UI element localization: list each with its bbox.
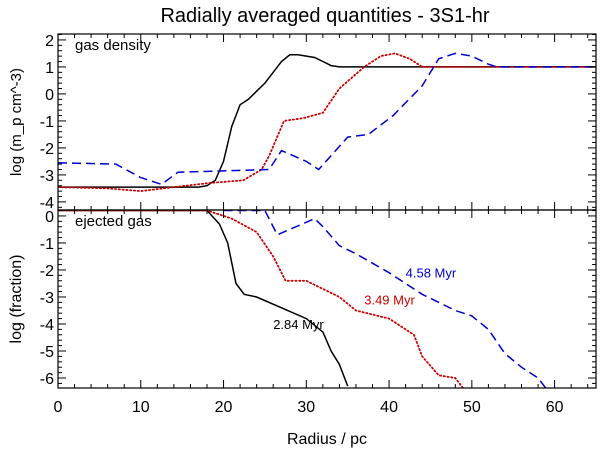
- y-tick-label: -4: [40, 195, 54, 212]
- y-tick-label: -3: [40, 168, 54, 185]
- y-tick-label: -2: [40, 263, 54, 280]
- x-tick-label: 10: [132, 399, 150, 416]
- y-tick-label: 1: [45, 60, 54, 77]
- y-tick-label: -1: [40, 236, 54, 253]
- series-line-4.58-myr-panel1: [58, 52, 596, 186]
- panel-frame: [57, 209, 597, 389]
- y-tick-label: -5: [40, 344, 54, 361]
- annotation-2.84-myr: 2.84 Myr: [273, 317, 324, 332]
- y-tick-label: 0: [45, 209, 54, 226]
- y-axis-label-ejected-gas: log (fraction): [8, 255, 25, 344]
- panel-frame: [57, 33, 597, 211]
- y-tick-label: 0: [45, 87, 54, 104]
- x-tick-label: 40: [380, 399, 398, 416]
- series-line-2.84-myr-panel1: [58, 54, 596, 188]
- panel-label-ejected-gas: ejected gas: [75, 213, 152, 230]
- x-tick-label: 0: [54, 399, 63, 416]
- series-line-2.84-myr-panel2: [58, 210, 349, 387]
- y-tick-label: 2: [45, 33, 54, 50]
- panel-label-gas-density: gas density: [75, 37, 151, 54]
- x-tick-label: 60: [546, 399, 564, 416]
- series-line-3.49-myr-panel2: [58, 210, 465, 388]
- y-axis-label-gas-density: log (m_p cm^-3): [8, 68, 25, 176]
- x-axis-label: Radius / pc: [287, 431, 367, 448]
- y-tick-label: -3: [40, 290, 54, 307]
- x-tick-label: 20: [215, 399, 233, 416]
- annotation-3.49-myr: 3.49 Myr: [364, 293, 415, 308]
- x-tick-label: 50: [463, 399, 481, 416]
- series-line-3.49-myr-panel1: [58, 52, 596, 193]
- y-tick-label: -6: [40, 371, 54, 388]
- y-tick-label: -4: [40, 317, 54, 334]
- annotation-4.58-myr: 4.58 Myr: [406, 266, 457, 281]
- x-tick-label: 30: [297, 399, 315, 416]
- y-tick-label: -2: [40, 141, 54, 158]
- chart-title: Radially averaged quantities - 3S1-hr: [160, 5, 489, 27]
- y-tick-label: -1: [40, 114, 54, 131]
- series-line-4.58-myr-panel2: [223, 210, 547, 388]
